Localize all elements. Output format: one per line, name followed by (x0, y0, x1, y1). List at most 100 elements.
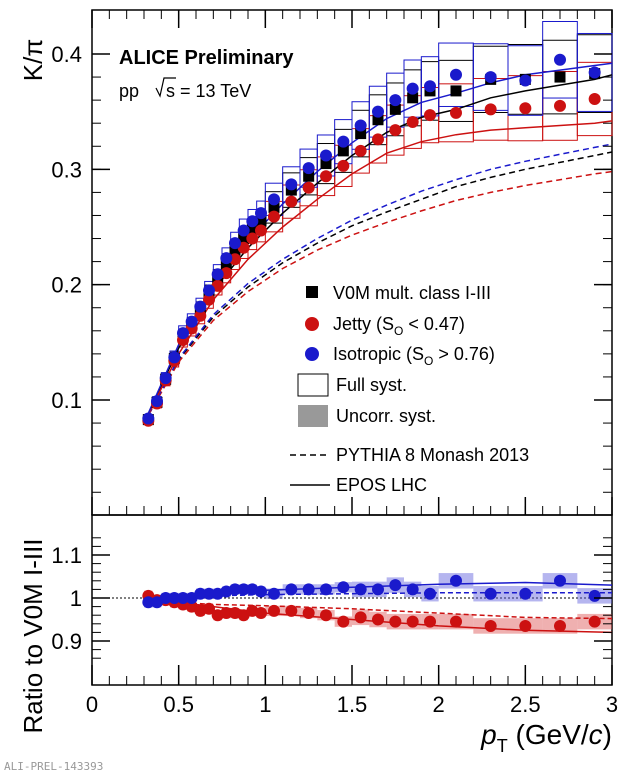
ratio-marker-1-16 (302, 583, 315, 596)
xtick-label-6: 3 (606, 692, 618, 717)
ratio-marker-0-25 (484, 619, 497, 632)
marker-v0m-17 (320, 158, 332, 170)
marker-1-22 (406, 116, 419, 129)
top-panel-plot (142, 20, 613, 427)
ratio-marker-0-27 (554, 619, 566, 632)
marker-2-20 (372, 105, 384, 118)
marker-v0m-11 (238, 233, 250, 245)
marker-2-15 (285, 178, 298, 191)
top-ytick-label-0: 0.1 (51, 388, 82, 413)
marker-1-17 (320, 170, 332, 183)
marker-v0m-24 (450, 85, 462, 97)
marker-2-10 (229, 237, 241, 250)
marker-1-24 (450, 106, 462, 119)
model-curve-2 (143, 143, 613, 424)
model-curve-1 (143, 170, 613, 424)
marker-2-24 (450, 68, 462, 81)
marker-v0m-18 (337, 145, 349, 157)
marker-2-8 (211, 268, 224, 281)
marker-2-22 (406, 82, 419, 95)
legend: V0M mult. class I-III Jetty (SO < 0.47) … (290, 283, 529, 495)
marker-1-23 (424, 109, 436, 122)
marker-1-18 (337, 159, 350, 172)
marker-v0m-13 (255, 215, 267, 227)
marker-1-21 (389, 124, 402, 137)
marker-v0m-12 (246, 223, 258, 235)
ratio-marker-1-17 (320, 583, 332, 596)
ratio-marker-0-19 (354, 611, 367, 624)
ratio-marker-1-2 (159, 592, 172, 604)
ratio-marker-1-22 (406, 583, 419, 596)
ratio-marker-1-28 (588, 589, 601, 602)
xtick-label-0: 0 (86, 692, 98, 717)
ratio-marker-0-26 (519, 619, 532, 632)
chart-title: ALICE Preliminary (119, 47, 294, 69)
ratio-marker-1-6 (194, 587, 207, 600)
watermark: ALI-PREL-143393 (4, 760, 103, 773)
ratio-marker-1-19 (354, 583, 367, 596)
marker-2-19 (354, 119, 367, 132)
ratio-marker-1-7 (203, 587, 215, 600)
ratio-marker-1-0 (142, 596, 155, 609)
marker-2-7 (203, 284, 215, 297)
marker-2-5 (185, 315, 198, 328)
marker-1-7 (203, 293, 215, 306)
ratio-marker-0-23 (424, 615, 436, 628)
ratio-marker-1-27 (554, 574, 566, 587)
marker-2-16 (302, 162, 315, 175)
legend-marker-uncorr-syst (298, 405, 328, 427)
xtick-label-1: 0.5 (163, 692, 194, 717)
ratio-marker-0-17 (320, 609, 332, 622)
ratio-marker-1-3 (168, 592, 181, 604)
legend-label-pythia: PYTHIA 8 Monash 2013 (336, 445, 529, 465)
legend-marker-isotropic (305, 347, 319, 361)
bottom-panel-plot (92, 573, 613, 634)
xtick-label-3: 1.5 (337, 692, 368, 717)
syst-box-2-28 (576, 32, 613, 112)
marker-2-28 (588, 66, 601, 79)
axes: 0.1 0.2 0.3 0.4 0.9 1 1.1 0 0.5 1 1.5 2 2.5 3 (51, 10, 618, 717)
model-curve-0 (143, 151, 613, 424)
marker-v0m-22 (407, 92, 419, 104)
marker-1-15 (285, 195, 298, 208)
legend-label-v0m: V0M mult. class I-III (333, 283, 491, 303)
bot-ytick-label-1: 1 (70, 586, 82, 611)
ratio-marker-0-28 (588, 615, 601, 628)
marker-v0m-21 (389, 103, 401, 115)
legend-label-uncorr-syst: Uncorr. syst. (336, 406, 436, 426)
marker-1-14 (268, 210, 280, 223)
ratio-marker-1-13 (255, 585, 267, 598)
energy-label: s = 13 TeV (166, 81, 251, 101)
bot-ytick-label-2: 1.1 (51, 543, 82, 568)
ratio-marker-0-14 (268, 604, 280, 617)
marker-2-23 (424, 80, 436, 93)
ratio-marker-1-26 (519, 587, 532, 600)
marker-2-2 (159, 372, 172, 385)
marker-1-16 (302, 181, 315, 194)
marker-2-26 (519, 74, 532, 87)
marker-1-27 (554, 99, 566, 112)
marker-2-13 (255, 207, 267, 220)
legend-marker-jetty (305, 317, 319, 331)
marker-2-17 (320, 149, 332, 162)
ratio-model-1 (143, 592, 612, 599)
marker-2-14 (268, 193, 280, 206)
marker-v0m-14 (268, 201, 280, 213)
marker-v0m-27 (554, 71, 566, 83)
xtick-label-2: 1 (259, 692, 271, 717)
legend-marker-full-syst (297, 373, 329, 397)
legend-label-jetty: Jetty (SO < 0.47) (333, 314, 465, 338)
ratio-model-0 (143, 599, 613, 620)
legend-label-epos: EPOS LHC (336, 475, 427, 495)
ratio-marker-1-11 (237, 583, 250, 596)
marker-1-20 (372, 133, 384, 146)
marker-2-6 (194, 300, 207, 313)
top-y-axis-label: K/π (18, 39, 48, 82)
marker-2-11 (237, 224, 250, 237)
x-axis-label: pT (GeV/c) (480, 719, 612, 756)
marker-2-21 (389, 94, 402, 107)
marker-2-4 (177, 327, 189, 340)
marker-2-18 (337, 135, 350, 148)
marker-2-25 (484, 71, 497, 84)
ratio-marker-0-9 (220, 607, 233, 620)
